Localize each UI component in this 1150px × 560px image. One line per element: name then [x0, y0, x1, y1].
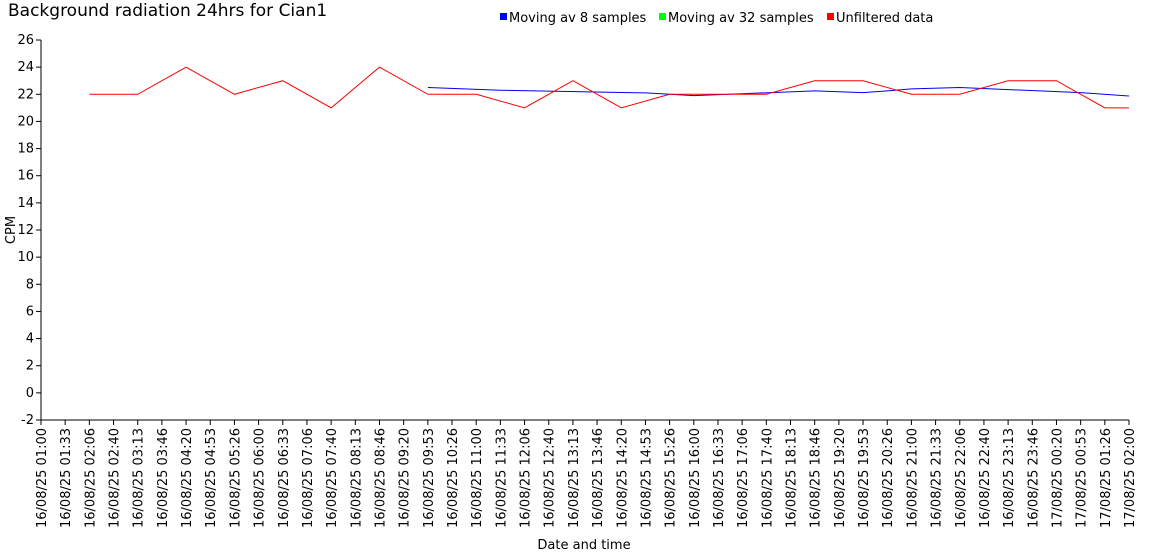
y-tick-label: 26	[17, 33, 34, 48]
x-tick-label: 16/08/25 04:20	[180, 428, 195, 528]
x-tick-label: 16/08/25 16:33	[712, 428, 727, 528]
y-tick-label: 0	[26, 386, 34, 401]
x-tick-label: 16/08/25 17:40	[760, 428, 775, 528]
x-tick-label: 16/08/25 02:06	[83, 428, 98, 528]
x-tick-label: 16/08/25 03:13	[132, 428, 147, 528]
x-axis-title: Date and time	[537, 538, 630, 553]
x-tick-label: 16/08/25 19:20	[833, 428, 848, 528]
y-tick-label: 24	[17, 60, 34, 75]
x-tick-label: 16/08/25 22:40	[978, 428, 993, 528]
x-tick-label: 16/08/25 06:33	[277, 428, 292, 528]
x-tick-label: 16/08/25 12:40	[543, 428, 558, 528]
y-tick-label: -2	[21, 413, 34, 428]
x-axis-ticks: 16/08/25 01:00 16/08/25 01:33 16/08/25 02:…	[35, 420, 1138, 528]
legend-swatch-unfiltered	[827, 13, 834, 20]
x-tick-label: 17/08/25 02:00	[1123, 428, 1138, 528]
x-tick-label: 16/08/25 18:46	[809, 428, 824, 528]
x-tick-label: 16/08/25 22:06	[954, 428, 969, 528]
x-tick-label: 16/08/25 05:26	[228, 428, 243, 528]
x-tick-label: 16/08/25 23:46	[1026, 428, 1041, 528]
x-tick-label: 17/08/25 00:20	[1050, 428, 1065, 528]
y-tick-label: 18	[17, 142, 34, 157]
series-line-moving-av-8-samples	[427, 86, 1130, 97]
y-tick-label: 4	[26, 332, 34, 347]
x-tick-label: 16/08/25 12:06	[519, 428, 534, 528]
series-line-unfiltered-data	[89, 66, 1129, 109]
x-tick-label: 16/08/25 04:53	[204, 428, 219, 528]
y-tick-label: 14	[17, 196, 34, 211]
x-tick-label: 16/08/25 09:53	[422, 428, 437, 528]
x-tick-label: 16/08/25 20:26	[881, 428, 896, 528]
x-tick-label: 16/08/25 08:13	[349, 428, 364, 528]
x-tick-label: 16/08/25 10:26	[446, 428, 461, 528]
legend-swatch-moving-av-8	[500, 13, 507, 20]
x-tick-label: 16/08/25 14:20	[615, 428, 630, 528]
x-tick-label: 16/08/25 11:33	[494, 428, 509, 528]
x-tick-label: 16/08/25 13:13	[567, 428, 582, 528]
x-tick-label: 16/08/25 11:00	[470, 428, 485, 528]
x-tick-label: 16/08/25 23:13	[1002, 428, 1017, 528]
legend-swatch-moving-av-32	[659, 13, 666, 20]
y-tick-label: 22	[17, 87, 34, 102]
x-tick-label: 16/08/25 19:53	[857, 428, 872, 528]
x-tick-label: 16/08/25 09:20	[398, 428, 413, 528]
y-tick-label: 20	[17, 114, 34, 129]
legend-label-moving-av-8: Moving av 8 samples	[509, 11, 647, 26]
x-tick-label: 16/08/25 06:00	[253, 428, 268, 528]
y-axis-title: CPM	[4, 216, 19, 244]
chart-title: Background radiation 24hrs for Cian1	[8, 1, 327, 21]
x-tick-label: 16/08/25 07:40	[325, 428, 340, 528]
x-tick-label: 16/08/25 14:53	[639, 428, 654, 528]
legend: Moving av 8 samples Moving av 32 samples…	[500, 11, 933, 26]
x-tick-label: 16/08/25 18:13	[785, 428, 800, 528]
x-tick-label: 16/08/25 03:46	[156, 428, 171, 528]
x-tick-label: 16/08/25 16:00	[688, 428, 703, 528]
y-tick-label: 2	[26, 359, 34, 374]
x-tick-label: 16/08/25 08:46	[373, 428, 388, 528]
series-lines	[89, 66, 1130, 109]
y-tick-label: 12	[17, 223, 34, 238]
x-tick-label: 16/08/25 21:33	[930, 428, 945, 528]
legend-label-moving-av-32: Moving av 32 samples	[668, 11, 814, 26]
x-tick-label: 16/08/25 02:40	[108, 428, 123, 528]
y-tick-label: 16	[17, 169, 34, 184]
y-tick-label: 10	[17, 250, 34, 265]
x-tick-label: 17/08/25 00:53	[1075, 428, 1090, 528]
y-tick-label: 6	[26, 304, 34, 319]
x-tick-label: 16/08/25 01:00	[35, 428, 50, 528]
y-tick-label: 8	[26, 277, 34, 292]
x-tick-label: 16/08/25 21:00	[905, 428, 920, 528]
x-tick-label: 16/08/25 01:33	[59, 428, 74, 528]
x-tick-label: 17/08/25 01:26	[1099, 428, 1114, 528]
x-tick-label: 16/08/25 15:26	[664, 428, 679, 528]
x-tick-label: 16/08/25 07:06	[301, 428, 316, 528]
legend-label-unfiltered: Unfiltered data	[836, 11, 933, 26]
x-tick-label: 16/08/25 17:06	[736, 428, 751, 528]
x-tick-label: 16/08/25 13:46	[591, 428, 606, 528]
